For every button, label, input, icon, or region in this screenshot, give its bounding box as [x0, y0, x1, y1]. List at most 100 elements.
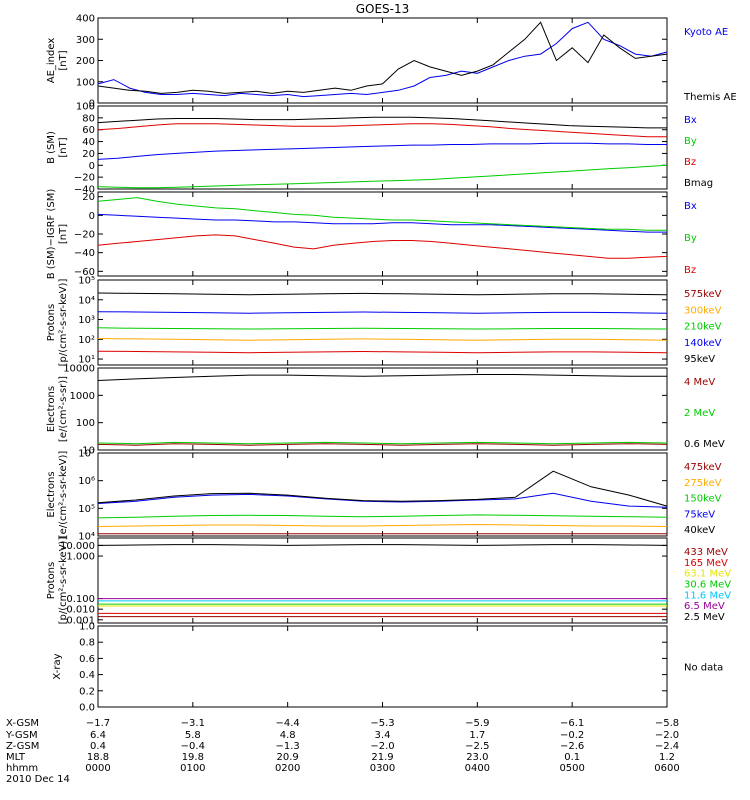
xaxis-value: 21.9: [371, 752, 393, 763]
y-axis-label: B (SM)−IGRF (SM): [46, 189, 57, 280]
no-data-label: No data: [684, 663, 723, 674]
y-tick-label: 0.8: [79, 638, 95, 649]
panel-xray: 1.0 0.8 0.6 0.4 0.2 0.0 X-ray No data: [52, 622, 723, 714]
legend-entry: 165 MeV: [684, 558, 728, 569]
series-line-40kev: [97, 470, 668, 507]
y-tick-label: 0.100: [66, 594, 95, 605]
panel-bigrf: 20 0 −20 −40 −60 B (SM)−IGRF (SM) [nT] Bx By Bz: [46, 189, 697, 280]
y-tick-label: −60: [74, 267, 95, 278]
series-line-210kev: [97, 327, 668, 330]
y-axis-label: Electrons: [46, 471, 57, 517]
y-tick-label: 400: [76, 14, 95, 25]
xaxis-value: 0300: [370, 763, 395, 774]
xaxis-value: −0.4: [181, 741, 205, 752]
xaxis-value: 3.4: [375, 730, 391, 741]
y-axis-label: [p/(cm²-s-sr-keV)]: [58, 537, 69, 625]
panel-frame: [97, 17, 668, 104]
xaxis-value: 5.8: [185, 730, 201, 741]
xaxis-value: 0000: [85, 763, 110, 774]
legend-entry: Themis AE: [683, 92, 737, 103]
y-tick-label: −40: [74, 248, 95, 259]
y-tick-label: 40: [82, 137, 95, 148]
legend-entry: Bz: [684, 265, 696, 276]
y-axis-label: Protons: [46, 562, 57, 599]
panel-frame: [97, 537, 668, 624]
y-tick-label: 10⁴: [78, 295, 95, 306]
legend-entry: 433 MeV: [684, 547, 728, 558]
series-line-275kev: [97, 523, 668, 527]
y-tick-label: 0.0: [79, 703, 95, 714]
xaxis-row-label: Z-GSM: [6, 741, 39, 752]
series-line-150kev: [97, 514, 668, 519]
y-tick-label: 0.4: [79, 670, 95, 681]
xaxis-value: −6.1: [560, 718, 584, 729]
xaxis-value: 0100: [180, 763, 205, 774]
panel-frame: [97, 625, 668, 708]
y-tick-label: 100: [76, 77, 95, 88]
legend-entry: 75keV: [684, 509, 715, 520]
panel-protons1: 10⁵ 10⁴ 10³ 10² 10¹ Protons [p/(cm²-s-sr-keV)]…: [46, 276, 722, 367]
y-tick-label: 80: [82, 113, 95, 124]
y-tick-label: 10: [82, 446, 95, 457]
series-line-by: [97, 197, 667, 231]
y-axis-label: B (SM): [46, 131, 57, 164]
xaxis-value: −5.3: [370, 718, 394, 729]
legend-entry: 2 MeV: [684, 408, 715, 419]
legend-entry: 11.6 MeV: [684, 590, 731, 601]
y-tick-label: 1.0: [79, 622, 95, 633]
series-line-bz: [97, 123, 667, 138]
legend-entry: 95keV: [684, 354, 715, 365]
y-tick-label: 0: [89, 211, 95, 222]
legend-entry: 150keV: [684, 494, 722, 505]
legend-entry: 475keV: [684, 462, 722, 473]
xaxis-value: 23.0: [466, 752, 488, 763]
panel-electrons2: 10⁷ 10⁶ 10⁵ 10⁴ Electrons [e/(cm²-s-sr-keV)] 4…: [46, 449, 722, 543]
legend-entry: 300keV: [684, 305, 722, 316]
legend-entry: Bz: [684, 157, 696, 168]
series-line-140kev: [97, 311, 668, 314]
y-axis-label: [e/(cm²-s-sr)]: [58, 376, 69, 442]
xaxis-row-label: X-GSM: [6, 718, 39, 729]
xaxis-value: 4.8: [280, 730, 296, 741]
legend-entry: By: [684, 136, 697, 147]
legend-entry: 40keV: [684, 525, 715, 536]
y-axis-label: [p/(cm²-s-sr-keV)]: [58, 279, 69, 367]
legend-entry: By: [684, 233, 697, 244]
series-line-95kev: [97, 292, 668, 296]
series-line-bx: [97, 213, 667, 233]
legend-entry: 575keV: [684, 289, 722, 300]
y-tick-label: 0.010: [66, 605, 95, 616]
xaxis-value: −1.7: [86, 718, 110, 729]
xaxis-value: −5.8: [655, 718, 679, 729]
y-tick-label: −40: [74, 185, 95, 196]
y-tick-label: 10000: [63, 364, 95, 375]
y-axis-label: [nT]: [58, 224, 69, 244]
series-line-bmag: [97, 116, 667, 129]
y-tick-label: 10²: [78, 335, 95, 346]
y-tick-label: 0.2: [79, 686, 95, 697]
xaxis-row-label: MLT: [6, 752, 26, 763]
y-tick-label: 60: [82, 125, 95, 136]
xaxis-value: −4.4: [276, 718, 300, 729]
y-tick-label: 20: [82, 149, 95, 160]
series-line-bz: [97, 234, 668, 259]
series-line-unlabeled: [97, 350, 668, 354]
y-tick-label: 200: [76, 56, 95, 67]
y-tick-label: −20: [74, 230, 95, 241]
series-line-4-mev: [97, 443, 668, 446]
xaxis-row-label: Y-GSM: [5, 730, 38, 741]
series-line-2-5-mev: [97, 544, 668, 546]
xaxis-value: −2.6: [560, 741, 584, 752]
y-tick-label: 1000: [70, 391, 95, 402]
xaxis-value: 0.1: [564, 752, 580, 763]
panel-frame: [97, 452, 668, 537]
xaxis-value: 19.8: [182, 752, 204, 763]
xaxis-value: 0.4: [90, 741, 106, 752]
legend-entry: 0.6 MeV: [684, 439, 725, 450]
y-axis-label: [nT]: [58, 50, 69, 70]
y-axis-label: [nT]: [58, 137, 69, 157]
y-axis-label: [e/(cm²-s-sr-keV)]: [58, 451, 69, 539]
y-tick-label: 10¹: [78, 355, 95, 366]
